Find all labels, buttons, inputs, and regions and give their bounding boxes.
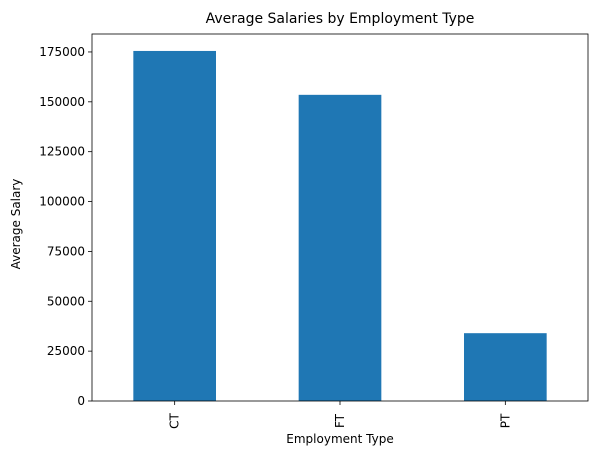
plot-frame — [91, 33, 589, 402]
y-tick-label: 100000 — [39, 195, 85, 209]
x-axis-label: Employment Type — [286, 432, 393, 446]
x-tick-label: FT — [333, 413, 347, 428]
bar-pt — [464, 333, 547, 401]
y-tick-label: 175000 — [39, 45, 85, 59]
y-axis-label: Average Salary — [9, 179, 23, 270]
y-tick-label: 50000 — [47, 294, 85, 308]
y-tick-label: 125000 — [39, 145, 85, 159]
plot-area: CT FT PT 0 25000 50000 75000 100000 125000 150000… — [39, 33, 589, 429]
y-tick-label: 75000 — [47, 244, 85, 258]
x-tick-label: PT — [498, 413, 512, 428]
bar-ft — [298, 94, 382, 402]
y-tick-label: 150000 — [39, 95, 85, 109]
x-tick-label: CT — [168, 412, 182, 428]
bar-ct — [133, 50, 216, 402]
y-tick-label: 0 — [77, 394, 85, 408]
y-tick-label: 25000 — [47, 344, 85, 358]
chart-title: Average Salaries by Employment Type — [206, 11, 475, 27]
